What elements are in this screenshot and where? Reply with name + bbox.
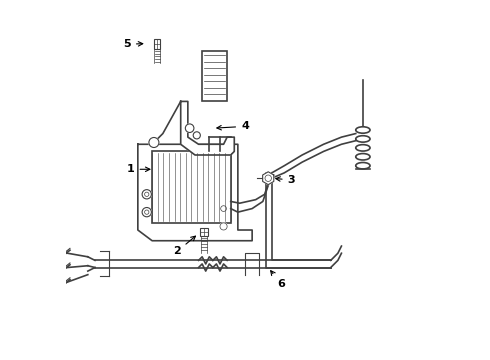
Text: 5: 5: [123, 39, 143, 49]
Text: 3: 3: [276, 175, 295, 185]
Circle shape: [142, 207, 151, 217]
Polygon shape: [263, 172, 274, 185]
Circle shape: [193, 132, 200, 139]
Circle shape: [220, 206, 226, 211]
Circle shape: [142, 190, 151, 199]
Bar: [152, 152, 231, 223]
Polygon shape: [181, 102, 234, 155]
Circle shape: [185, 124, 194, 132]
Circle shape: [220, 223, 227, 230]
Circle shape: [149, 138, 159, 148]
Polygon shape: [138, 144, 252, 241]
Bar: [154, 39, 160, 49]
Bar: [202, 51, 227, 102]
Text: 6: 6: [270, 271, 285, 289]
Text: 4: 4: [217, 121, 249, 131]
Bar: [199, 228, 208, 236]
Text: 2: 2: [173, 236, 196, 256]
Text: 1: 1: [127, 164, 150, 174]
